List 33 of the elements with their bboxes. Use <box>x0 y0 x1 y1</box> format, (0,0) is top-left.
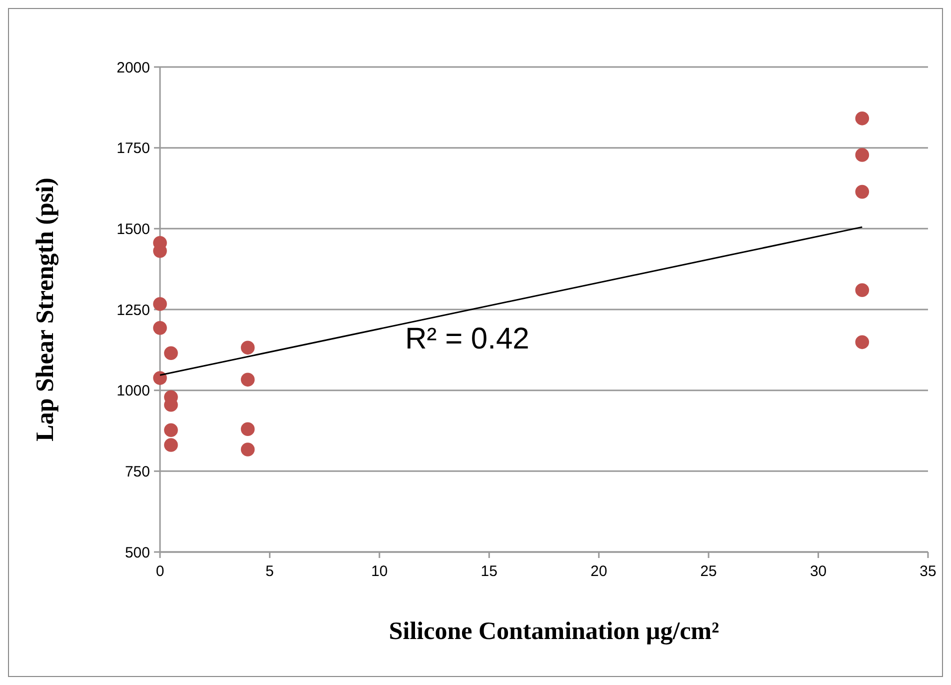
point <box>164 346 178 360</box>
y-tick-label: 1250 <box>116 302 150 319</box>
point <box>855 335 870 350</box>
point <box>240 372 255 387</box>
y-axis-title: Lap Shear Strength (psi) <box>32 178 59 442</box>
point <box>153 321 167 335</box>
point <box>855 112 870 126</box>
x-axis-title: Silicone Contamination µg/cm² <box>388 618 720 645</box>
x-tick-label: 15 <box>480 563 498 580</box>
point <box>164 423 178 437</box>
x-tick-label: 30 <box>810 563 827 580</box>
y-tick-label: 1500 <box>116 220 150 238</box>
point <box>855 184 870 199</box>
point <box>164 438 178 452</box>
point <box>153 297 167 311</box>
annotation: R² = 0.42 <box>405 322 530 356</box>
x-tick-label: 5 <box>266 563 274 580</box>
x-tick-label: 10 <box>371 563 388 580</box>
x-tick-label: 35 <box>920 563 936 580</box>
y-tick-label: 500 <box>124 544 150 562</box>
point <box>855 148 870 162</box>
point <box>240 422 255 436</box>
point <box>855 283 870 297</box>
point <box>240 442 255 456</box>
y-tick-label: 1000 <box>116 382 150 400</box>
point <box>153 371 167 385</box>
y-tick-label: 750 <box>124 463 150 480</box>
x-tick-label: 0 <box>156 563 164 580</box>
y-tick-label: 1750 <box>116 140 150 158</box>
y-tick-label: 2000 <box>116 59 150 76</box>
x-tick-label: 20 <box>590 563 608 580</box>
point <box>240 340 255 355</box>
x-tick-label: 25 <box>700 563 717 580</box>
